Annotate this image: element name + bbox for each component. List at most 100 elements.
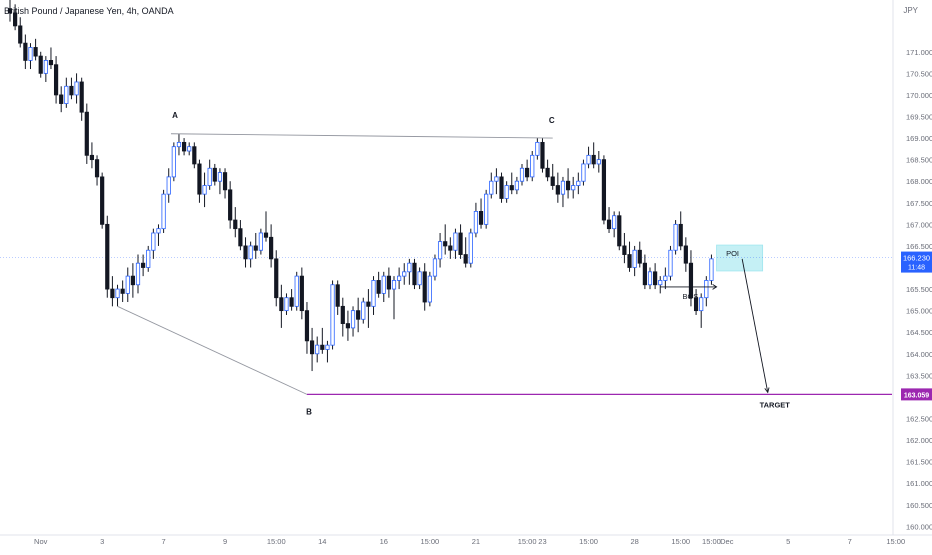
candle-body — [345, 323, 351, 329]
candle-body — [397, 275, 402, 281]
y-tick-label: 161.500 — [906, 458, 932, 467]
current-price-countdown: 11:48 — [908, 265, 925, 272]
projection-arrowhead — [764, 387, 770, 394]
candle-body — [105, 223, 110, 290]
x-tick-label: 7 — [162, 537, 166, 546]
candle-body — [248, 245, 253, 260]
y-tick-label: 171.000 — [906, 48, 932, 57]
point-c-label: C — [549, 116, 555, 125]
candle-body — [294, 275, 299, 307]
candle-body — [279, 297, 284, 312]
candle-body — [448, 245, 453, 251]
candle-body — [171, 146, 176, 178]
candles-layer — [7, 0, 714, 372]
candle-body — [647, 271, 653, 286]
candle-body — [269, 236, 274, 260]
target-price-badge-label: 163.059 — [904, 392, 929, 399]
candle-body — [407, 262, 412, 273]
candle-body — [612, 215, 617, 230]
a-c-line — [170, 133, 553, 139]
y-tick-label: 170.500 — [906, 69, 932, 78]
candle-body — [668, 249, 673, 277]
candle-body — [586, 154, 591, 165]
candle-body — [110, 288, 115, 299]
y-tick-label: 167.500 — [906, 199, 932, 208]
candle-body — [356, 310, 361, 320]
x-tick-label: 15:00 — [267, 537, 286, 546]
candle-body — [192, 146, 197, 165]
x-tick-label: 9 — [223, 537, 227, 546]
candle-body — [663, 275, 668, 281]
candle-body — [79, 81, 84, 113]
x-tick-label: 7 — [848, 537, 852, 546]
candle-body — [320, 344, 325, 350]
candle-body — [622, 245, 627, 255]
candle-body — [222, 172, 228, 191]
candle-body — [478, 211, 484, 225]
candle-body — [489, 180, 494, 195]
candle-body — [48, 60, 54, 66]
candle-body — [84, 111, 89, 156]
candle-body — [115, 288, 120, 299]
candle-body — [386, 275, 391, 290]
candle-body — [212, 167, 217, 182]
candle-body — [535, 141, 540, 156]
candle-body — [304, 310, 310, 342]
candle-body — [581, 163, 586, 182]
x-tick-label: 21 — [472, 537, 480, 546]
candle-body — [606, 219, 612, 230]
x-tick-label: 15:00 — [579, 537, 598, 546]
y-tick-label: 161.000 — [906, 479, 932, 488]
candle-body — [514, 180, 519, 191]
candle-body — [601, 159, 607, 221]
candle-body — [330, 284, 335, 346]
candle-body — [709, 258, 714, 281]
candle-body — [350, 310, 356, 329]
y-tick-label: 168.000 — [906, 177, 932, 186]
candle-body — [274, 258, 279, 299]
candle-body — [509, 185, 514, 191]
candle-body — [678, 223, 683, 247]
candle-body — [156, 228, 161, 234]
candle-body — [130, 275, 135, 286]
x-tick-label: 15:00 — [518, 537, 537, 546]
candle-body — [335, 284, 340, 307]
candle-body — [161, 193, 166, 230]
point-b-label: B — [306, 407, 312, 416]
candle-body — [555, 185, 560, 195]
candle-body — [141, 262, 146, 268]
candle-body — [325, 344, 330, 350]
candle-body — [591, 154, 596, 165]
candle-body — [504, 185, 509, 199]
y-tick-label: 165.500 — [906, 285, 932, 294]
candle-body — [135, 262, 141, 286]
candle-body — [560, 180, 566, 195]
x-tick-label: Nov — [34, 537, 48, 546]
candle-body — [43, 60, 48, 74]
x-tick-label: 14 — [318, 537, 326, 546]
candle-body — [100, 176, 105, 225]
candle-body — [519, 167, 525, 182]
y-tick-label: 166.500 — [906, 242, 932, 251]
candle-body — [366, 301, 371, 307]
candle-body — [33, 47, 38, 57]
x-tick-label: 15:00 — [702, 537, 721, 546]
current-price-value: 166.230 — [903, 254, 930, 263]
poi-label: POI — [726, 249, 739, 258]
candle-body — [683, 245, 688, 264]
y-tick-label: 164.500 — [906, 328, 932, 337]
candle-body — [432, 258, 438, 277]
candle-body — [53, 64, 59, 96]
candle-body — [627, 254, 632, 268]
candle-body — [376, 280, 381, 294]
candle-body — [530, 154, 535, 178]
candle-body — [289, 297, 294, 307]
candle-body — [381, 275, 386, 294]
candle-body — [166, 176, 171, 195]
candle-body — [125, 275, 130, 294]
candle-body — [576, 180, 581, 186]
candle-body — [89, 154, 95, 161]
poi-zone — [716, 244, 764, 272]
